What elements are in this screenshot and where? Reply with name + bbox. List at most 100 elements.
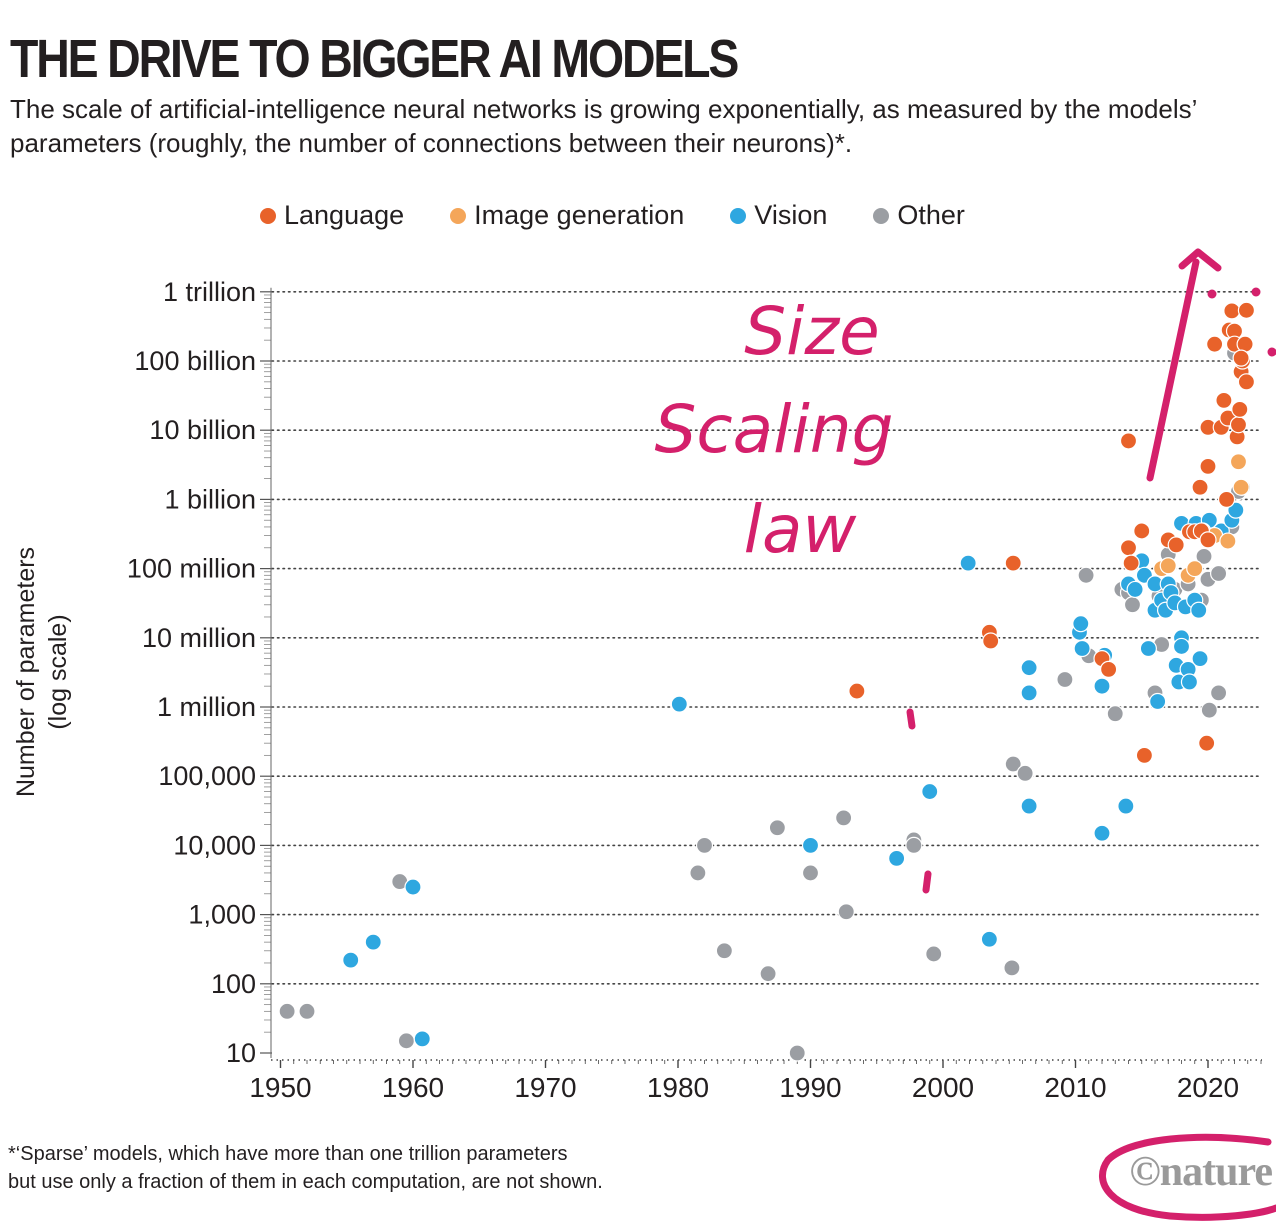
data-point-other bbox=[1056, 670, 1074, 689]
data-point-language bbox=[1167, 536, 1185, 554]
data-point-language bbox=[1206, 335, 1224, 353]
data-point-image-generation bbox=[1159, 557, 1177, 575]
data-point-image-generation bbox=[1229, 453, 1248, 471]
data-point-language bbox=[1215, 391, 1233, 409]
grid-layer bbox=[271, 290, 1263, 985]
data-point-other bbox=[925, 945, 943, 963]
legend-label-other: Other bbox=[897, 200, 965, 230]
data-point-vision bbox=[413, 1030, 431, 1048]
data-point-vision bbox=[404, 878, 422, 896]
data-point-other bbox=[715, 942, 733, 960]
chart-subtitle: The scale of artificial-intelligence neu… bbox=[10, 94, 1197, 158]
data-point-vision bbox=[1020, 684, 1038, 702]
y-axis-title-line: Number of parameters bbox=[12, 547, 40, 797]
data-point-vision bbox=[1172, 637, 1191, 656]
data-point-language bbox=[1004, 554, 1022, 572]
y-tick-label: 100 billion bbox=[134, 346, 256, 376]
y-tick-label: 10,000 bbox=[173, 830, 256, 860]
y-tick-label: 100,000 bbox=[158, 761, 256, 791]
points-layer bbox=[278, 301, 1256, 1062]
data-point-language bbox=[1231, 400, 1249, 418]
footnote: *‘Sparse’ models, which have more than o… bbox=[8, 1140, 808, 1196]
data-point-vision bbox=[888, 849, 906, 867]
data-point-vision bbox=[1020, 797, 1038, 815]
footnote-line-2: but use only a fraction of them in each … bbox=[8, 1171, 603, 1193]
ink-arrow-head bbox=[1178, 248, 1222, 272]
data-point-other bbox=[397, 1032, 415, 1050]
data-point-language bbox=[1237, 301, 1256, 319]
ink-dot bbox=[1267, 347, 1276, 357]
data-point-vision bbox=[670, 695, 688, 713]
data-point-language bbox=[1119, 539, 1138, 557]
ink-circle-around-logo bbox=[1099, 1133, 1276, 1221]
data-point-language bbox=[1223, 302, 1241, 320]
legend: Language Image generation Vision Other bbox=[260, 200, 965, 231]
x-tick-label: 1970 bbox=[514, 1072, 576, 1103]
data-point-other bbox=[278, 1002, 296, 1020]
data-point-vision bbox=[1073, 639, 1091, 658]
data-point-vision bbox=[1072, 615, 1090, 633]
legend-item-other: Other bbox=[873, 200, 965, 231]
chart-title: THE DRIVE TO BIGGER AI MODELS bbox=[10, 29, 739, 89]
data-point-vision bbox=[1191, 650, 1209, 668]
data-point-language bbox=[1237, 373, 1256, 391]
data-point-vision bbox=[1126, 580, 1144, 599]
legend-item-language: Language bbox=[260, 200, 404, 231]
data-point-vision bbox=[1149, 692, 1167, 711]
y-tick-label: 10 bbox=[226, 1038, 256, 1068]
nature-logo: ©nature bbox=[1129, 1149, 1273, 1195]
data-point-other bbox=[801, 864, 820, 882]
data-point-language bbox=[1198, 734, 1216, 752]
data-point-other bbox=[1003, 959, 1021, 977]
legend-label-image-generation: Image generation bbox=[474, 200, 685, 230]
legend-swatch-language bbox=[260, 207, 276, 224]
footnote-line-1: *‘Sparse’ models, which have more than o… bbox=[8, 1143, 568, 1165]
ink-dot bbox=[1251, 287, 1261, 297]
data-point-other bbox=[837, 903, 855, 921]
y-tick-label: 1,000 bbox=[188, 900, 256, 930]
handwritten-annotation-layer: Size Scaling law bbox=[654, 248, 1276, 1221]
data-point-language bbox=[1122, 554, 1140, 572]
x-tick-label: 1960 bbox=[382, 1072, 444, 1103]
y-tick-label: 10 million bbox=[142, 623, 256, 653]
data-point-vision bbox=[364, 933, 382, 951]
y-tick-label: 1 million bbox=[157, 692, 256, 722]
data-point-other bbox=[835, 809, 853, 827]
data-point-vision bbox=[921, 782, 939, 801]
legend-swatch-vision bbox=[730, 207, 747, 224]
legend-item-image-generation: Image generation bbox=[450, 200, 684, 231]
data-point-vision bbox=[959, 554, 977, 572]
data-point-other bbox=[1209, 684, 1228, 702]
y-tick-label: 1 billion bbox=[164, 484, 256, 514]
data-point-vision bbox=[342, 951, 360, 969]
data-point-language bbox=[1217, 490, 1236, 508]
data-point-vision bbox=[1117, 797, 1135, 815]
data-point-vision bbox=[980, 930, 998, 948]
data-point-other bbox=[689, 864, 707, 882]
data-point-language bbox=[1119, 432, 1138, 450]
data-point-language bbox=[982, 632, 1000, 650]
data-point-vision bbox=[1139, 639, 1157, 658]
legend-label-language: Language bbox=[284, 200, 405, 230]
data-point-image-generation bbox=[1186, 559, 1204, 578]
handwritten-note-line: Size bbox=[744, 293, 879, 370]
ink-mark bbox=[906, 708, 916, 730]
data-point-vision bbox=[1190, 601, 1208, 619]
y-tick-label: 1 trillion bbox=[163, 277, 256, 307]
legend-label-vision: Vision bbox=[754, 200, 828, 230]
y-tick-label: 10 billion bbox=[149, 415, 256, 445]
data-point-language bbox=[1232, 349, 1250, 367]
data-point-vision bbox=[1180, 673, 1199, 691]
legend-swatch-image-generation bbox=[450, 207, 467, 224]
ink-arrow-shaft bbox=[1146, 258, 1200, 482]
x-tick-label: 1980 bbox=[647, 1072, 709, 1103]
handwritten-note-line: Scaling bbox=[654, 391, 893, 468]
y-axis-title-line: (log scale) bbox=[44, 614, 72, 729]
y-tick-label: 100 bbox=[211, 969, 256, 999]
data-point-language bbox=[1199, 531, 1217, 549]
y-tick-label: 100 million bbox=[127, 554, 256, 584]
data-point-vision bbox=[1093, 824, 1111, 842]
data-point-language bbox=[1199, 457, 1217, 475]
data-point-other bbox=[759, 965, 777, 983]
